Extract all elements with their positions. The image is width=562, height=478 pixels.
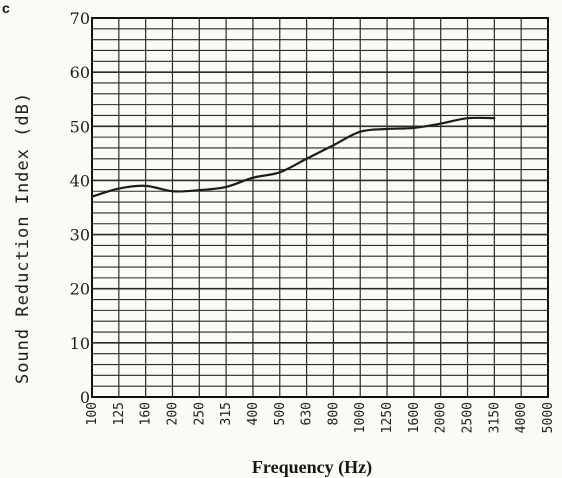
x-tick-label: 4000 [514,402,529,433]
y-tick-label: 50 [70,117,90,136]
y-tick-label: 30 [70,226,90,245]
x-tick-label: 500 [273,402,288,425]
x-tick-label: 1000 [353,402,368,433]
x-tick-label: 800 [326,402,341,425]
y-tick-label: 60 [70,63,90,82]
plot-frame [91,17,549,398]
panel-label: c [2,0,10,16]
y-axis-label: Sound Reduction Index (dB) [13,92,33,384]
x-tick-label: 5000 [541,402,556,433]
x-tick-labels: 100 125 160 200 250 315 400 500 630 800 1000 1250 16… [85,402,556,433]
y-tick-label: 20 [70,280,90,299]
x-tick-label: 400 [246,402,261,425]
x-tick-label: 200 [165,402,180,425]
y-tick-label: 0 [80,388,90,407]
x-tick-label: 630 [300,402,315,425]
x-tick-label: 3150 [487,402,502,433]
x-tick-label: 1600 [407,402,422,433]
x-tick-label: 125 [112,402,127,425]
x-tick-label: 2500 [461,402,476,433]
grid [91,17,549,398]
y-tick-labels: 0 10 20 30 40 50 60 70 [70,9,90,407]
x-axis-label: Frequency (Hz) [252,457,372,478]
x-tick-label: 250 [192,402,207,425]
series-line [90,116,496,198]
x-tick-label: 1250 [380,402,395,433]
y-tick-label: 10 [70,334,90,353]
x-tick-label: 160 [139,402,154,425]
x-tick-label: 315 [219,402,234,425]
x-tick-label: 2000 [434,402,449,433]
y-tick-label: 70 [70,9,90,28]
x-tick-label: 100 [85,402,100,425]
y-tick-label: 40 [70,171,90,190]
